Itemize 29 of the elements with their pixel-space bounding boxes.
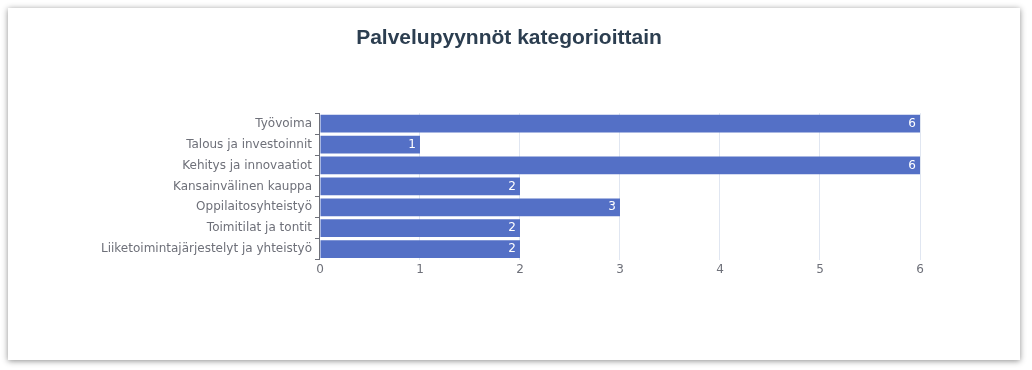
y-tick-label: Liiketoimintajärjestelyt ja yhteistyö — [100, 241, 312, 256]
x-tick-label: 6 — [916, 261, 924, 276]
bar — [320, 177, 520, 196]
y-tick-label: Toimitilat ja tontit — [205, 220, 313, 235]
x-tick-label: 3 — [616, 261, 624, 276]
y-tick-label: Oppilaitosyhteistyö — [196, 199, 312, 214]
data-label: 6 — [908, 157, 916, 172]
bar — [320, 135, 420, 154]
data-label: 6 — [908, 115, 916, 130]
x-tick-label: 2 — [516, 261, 524, 276]
chart-title: Palvelupyynnöt kategorioittain — [356, 25, 662, 49]
x-tick-label: 5 — [816, 261, 824, 276]
x-tick-label: 1 — [416, 261, 424, 276]
y-tick-label: Kehitys ja innovaatiot — [182, 157, 313, 172]
x-tick-label: 0 — [316, 261, 324, 276]
y-tick-label: Talous ja investoinnit — [185, 136, 313, 151]
x-tick-label: 4 — [716, 261, 724, 276]
data-label: 2 — [508, 178, 516, 193]
data-label: 1 — [408, 136, 416, 151]
bar — [320, 114, 920, 133]
y-tick-label: Kansainvälinen kauppa — [173, 178, 312, 193]
y-tick-label: Työvoima — [254, 115, 312, 130]
data-label: 2 — [508, 241, 516, 256]
data-label: 2 — [508, 220, 516, 235]
bar — [320, 156, 920, 175]
bar — [320, 240, 520, 259]
bar — [320, 219, 520, 238]
data-label: 3 — [608, 199, 616, 214]
bar — [320, 198, 620, 217]
